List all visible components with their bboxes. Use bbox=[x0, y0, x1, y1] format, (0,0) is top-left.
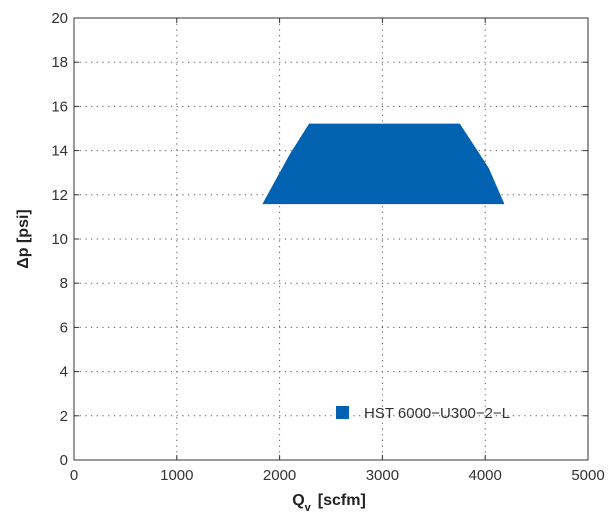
y-tick-label: 18 bbox=[51, 54, 68, 71]
ticks bbox=[73, 17, 589, 461]
legend-label: HST 6000−U300−2−L bbox=[364, 405, 510, 422]
y-tick-label: 14 bbox=[51, 143, 68, 160]
x-tick-labels: 0 1000 2000 3000 4000 5000 bbox=[70, 467, 605, 484]
series-layer bbox=[262, 123, 505, 205]
x-tick-label: 1000 bbox=[160, 467, 193, 484]
x-axis-label-subscript: v bbox=[305, 502, 312, 514]
y-tick-label: 8 bbox=[60, 275, 68, 292]
x-tick-label: 0 bbox=[70, 467, 78, 484]
y-tick-label: 20 bbox=[51, 10, 68, 27]
legend-swatch bbox=[336, 406, 349, 419]
y-tick-label: 0 bbox=[60, 452, 68, 469]
legend: HST 6000−U300−2−L bbox=[336, 405, 510, 422]
y-tick-label: 4 bbox=[60, 364, 68, 381]
x-axis-label-symbol: Q bbox=[292, 492, 304, 509]
y-tick-label: 2 bbox=[60, 408, 68, 425]
x-tick-label: 5000 bbox=[571, 467, 604, 484]
y-tick-label: 12 bbox=[51, 187, 68, 204]
y-tick-label: 6 bbox=[60, 319, 68, 336]
x-axis-label-unit: [scfm] bbox=[318, 492, 366, 509]
x-tick-label: 3000 bbox=[366, 467, 399, 484]
y-tick-label: 10 bbox=[51, 231, 68, 248]
y-axis-title: Δp [psi] bbox=[15, 209, 32, 269]
grid bbox=[74, 18, 588, 460]
y-tick-labels: 0 2 4 6 8 10 12 14 16 18 20 bbox=[51, 10, 68, 469]
y-tick-label: 16 bbox=[51, 98, 68, 115]
series-area bbox=[262, 123, 505, 205]
x-axis-title: Qv [scfm] bbox=[292, 492, 366, 514]
x-tick-label: 2000 bbox=[263, 467, 296, 484]
x-tick-label: 4000 bbox=[469, 467, 502, 484]
